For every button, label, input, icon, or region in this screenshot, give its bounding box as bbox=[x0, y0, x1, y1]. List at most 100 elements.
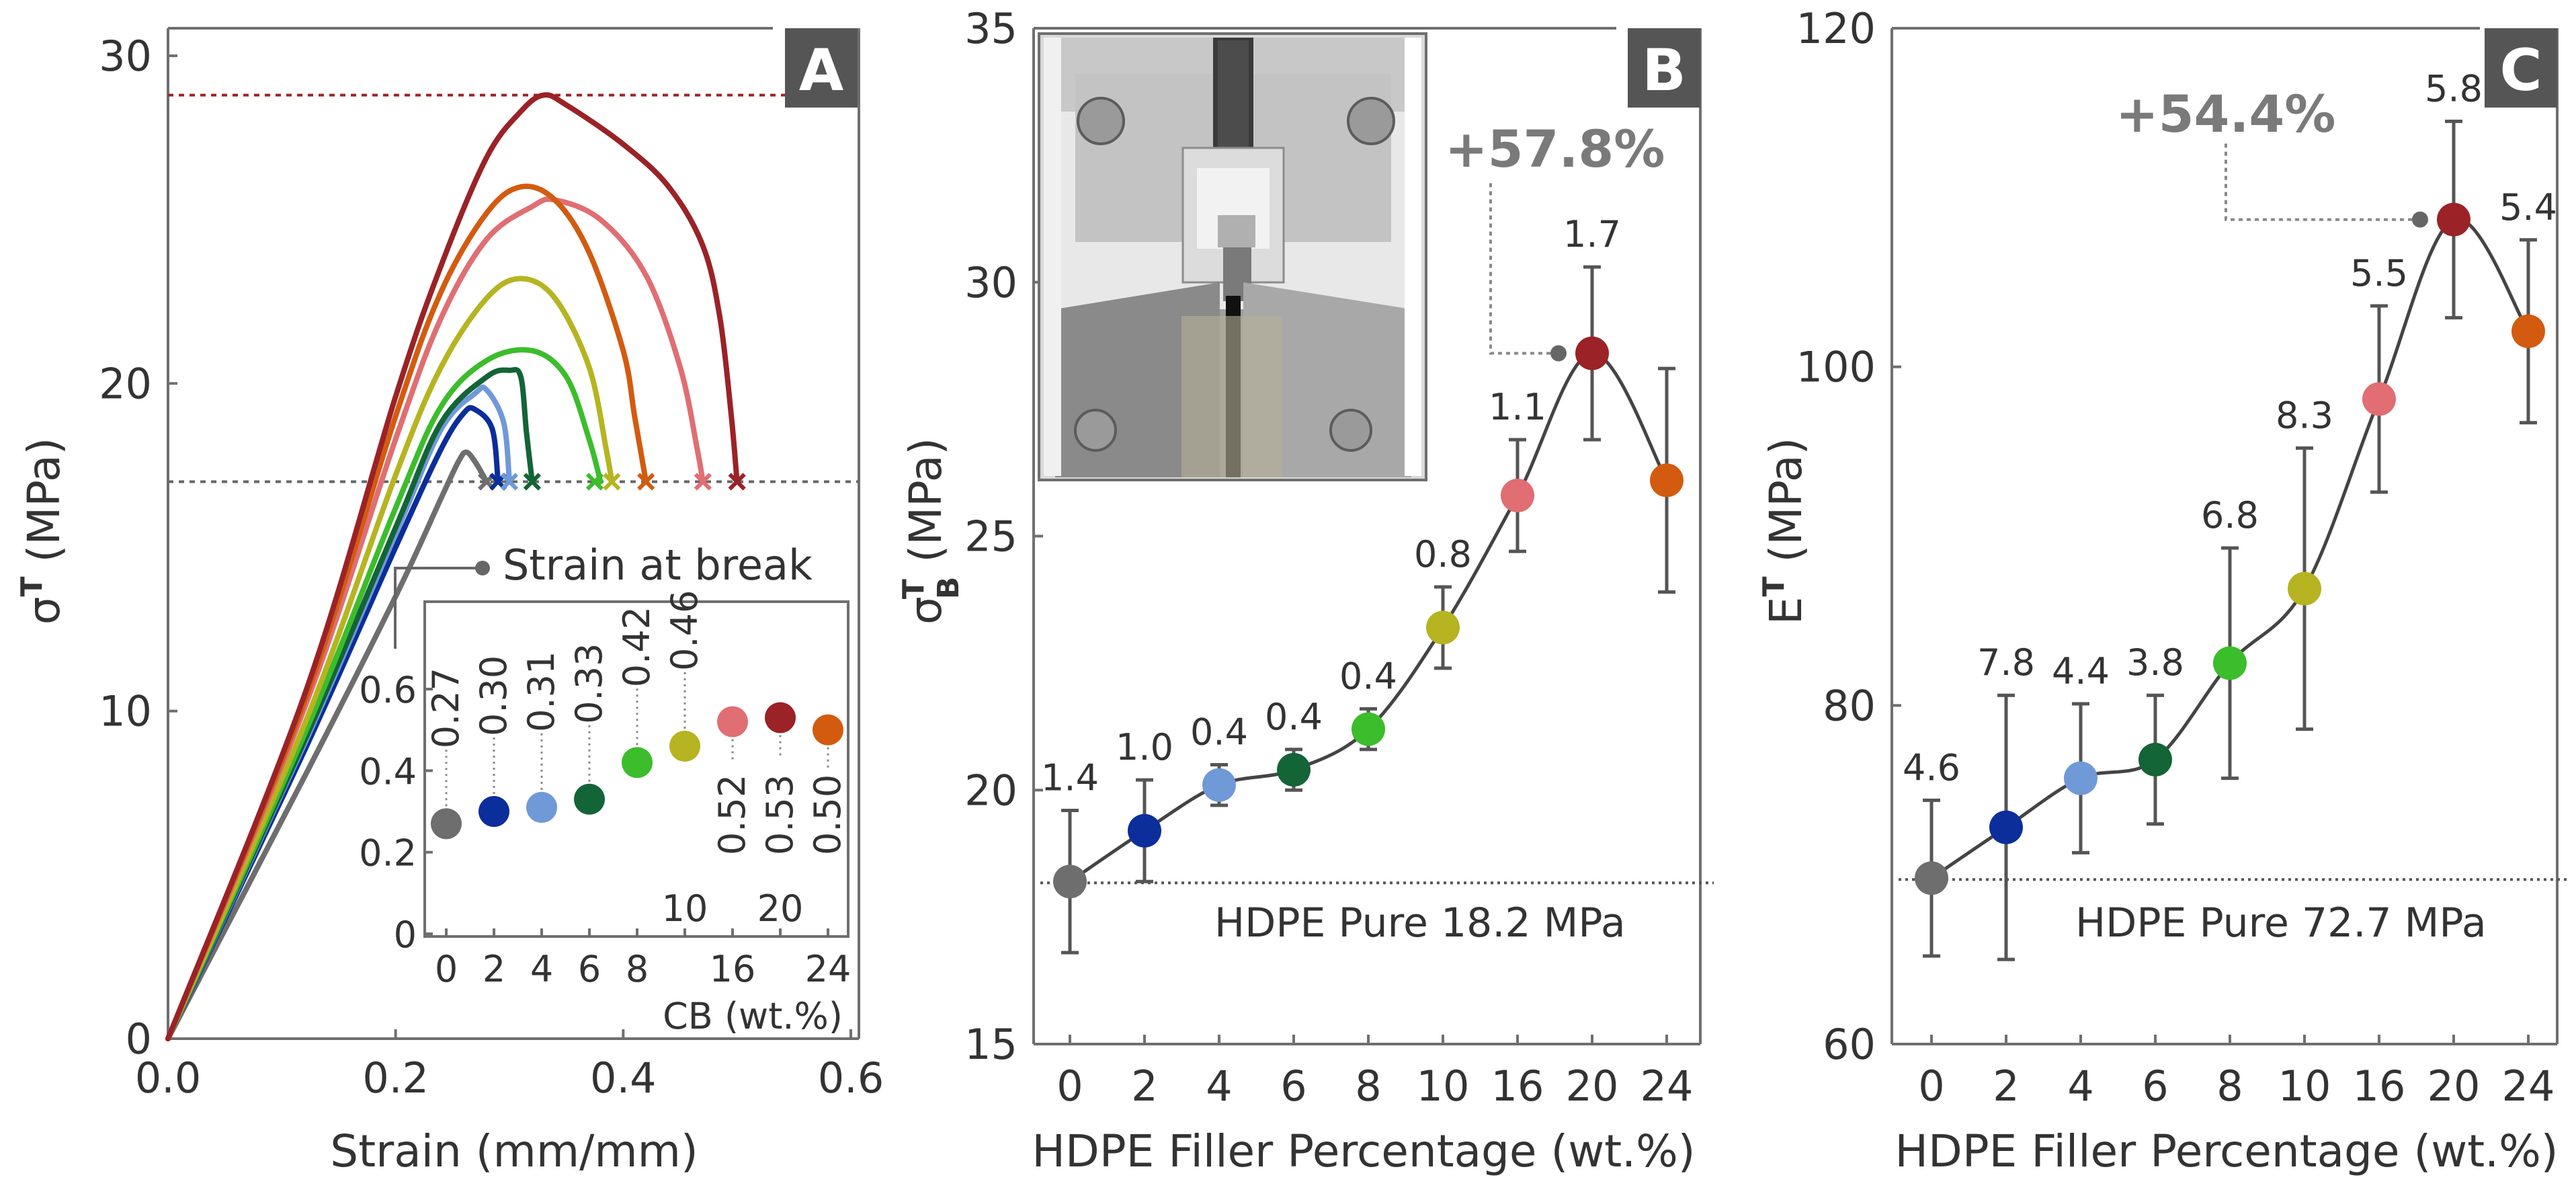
inset-value-text-0: 0.27 bbox=[425, 668, 467, 748]
panel-b: σTB (MPa) HDPE Filler Percentage (wt.%) … bbox=[897, 4, 1714, 1177]
inset-value-label-0: 0.27 bbox=[425, 668, 467, 748]
inset-value-text-16: 0.52 bbox=[711, 774, 753, 855]
inset-value-label-16: 0.52 bbox=[711, 774, 753, 855]
panel-b-x-tick-label: 8 bbox=[1355, 1062, 1381, 1111]
panel-c-error-label-16: 5.5 bbox=[2350, 252, 2408, 294]
panel-c-point-2wt bbox=[1989, 810, 2023, 844]
panel-b-point-6wt bbox=[1277, 753, 1311, 787]
inset-point-24wt bbox=[813, 714, 843, 746]
panel-c-error-label-24: 5.4 bbox=[2499, 186, 2557, 229]
inset-x-tick-label: 0 bbox=[435, 948, 458, 990]
panel-c-x-axis-title: HDPE Filler Percentage (wt.%) bbox=[1895, 1125, 2558, 1177]
panel-b-y-axis-symbol: σ bbox=[900, 596, 952, 625]
stress-strain-curves bbox=[165, 92, 740, 1041]
inset-value-text-4: 0.31 bbox=[520, 651, 563, 732]
break-marker-24wt bbox=[637, 473, 655, 491]
panel-b-increase-dot bbox=[1550, 345, 1567, 362]
panel-b-increase-guide bbox=[1489, 180, 1550, 355]
inset-point-8wt bbox=[622, 747, 653, 779]
panel-c-tag-bg bbox=[2485, 28, 2557, 108]
panel-b-x-tick-label: 24 bbox=[1640, 1062, 1694, 1111]
svg-text:ET (MPa): ET (MPa) bbox=[1757, 438, 1812, 625]
inset-x-tick-label: 6 bbox=[578, 948, 601, 990]
panel-c-error-label-0: 4.6 bbox=[1903, 746, 1960, 789]
panel-c-error-label-2: 7.8 bbox=[1977, 641, 2035, 684]
panel-c-x-ticks: 0 2 4 6 8 10 16 20 24 bbox=[1918, 1035, 2554, 1111]
panel-c-point-24wt bbox=[2511, 314, 2545, 348]
panel-c-error-label-20: 5.8 bbox=[2425, 68, 2483, 110]
panel-c-error-labels: 4.6 7.8 4.4 3.8 6.8 8.3 5.5 5.8 5.4 bbox=[1903, 68, 2557, 789]
inset-value-text-2: 0.30 bbox=[472, 655, 515, 736]
panel-c-x-tick-label: 2 bbox=[1993, 1062, 2019, 1111]
panel-c-x-tick-label: 16 bbox=[2353, 1062, 2406, 1111]
panel-a-tag: A bbox=[799, 37, 844, 104]
strain-at-break-label: Strain at break bbox=[503, 541, 813, 590]
panel-c-increase-guide bbox=[2225, 141, 2412, 221]
panel-b-x-tick-label: 10 bbox=[1417, 1062, 1470, 1111]
inset-value-text-10: 0.46 bbox=[663, 590, 706, 671]
panel-b-x-ticks: 0 2 4 6 8 10 16 20 24 bbox=[1056, 1035, 1693, 1111]
panel-c-point-20wt bbox=[2437, 202, 2470, 237]
panel-b-y-axis-sup: T bbox=[897, 579, 931, 599]
strain-at-break-leader bbox=[394, 567, 483, 649]
panel-c-y-ticks: 60 80 100 120 bbox=[1796, 4, 1901, 1069]
panel-a-y-axis-symbol: σ bbox=[18, 596, 70, 625]
inset-x-tick-label: 24 bbox=[805, 948, 851, 990]
panel-c-point-4wt bbox=[2064, 761, 2097, 795]
stress-strain-curve-8wt bbox=[165, 347, 604, 1041]
panel-b-point-2wt bbox=[1128, 813, 1161, 848]
panel-b-y-axis-title: σTB (MPa) bbox=[897, 438, 966, 625]
panel-a-y-tick-label: 0 bbox=[126, 1014, 152, 1064]
inset-x-tick-label: 8 bbox=[626, 948, 649, 990]
svg-text:σTB (MPa): σTB (MPa) bbox=[897, 438, 966, 625]
inset-value-label-20: 0.53 bbox=[759, 774, 801, 855]
panel-c: ET (MPa) HDPE Filler Percentage (wt.%) 6… bbox=[1757, 4, 2571, 1177]
inset-y-tick-label: 0 bbox=[394, 914, 417, 956]
inset-points bbox=[431, 702, 843, 840]
panel-b-error-label-20: 1.7 bbox=[1563, 213, 1621, 255]
inset-point-2wt bbox=[479, 796, 509, 827]
panel-b-point-24wt bbox=[1650, 463, 1684, 497]
panel-a-x-tick-label: 0.2 bbox=[362, 1053, 429, 1103]
inset-y-tick-label: 0.2 bbox=[359, 832, 417, 875]
inset-point-6wt bbox=[574, 783, 605, 815]
break-marker-8wt bbox=[585, 473, 604, 491]
break-marker-10wt bbox=[603, 473, 621, 491]
panel-b-x-tick-label: 6 bbox=[1280, 1062, 1306, 1111]
panel-c-point-10wt bbox=[2288, 571, 2321, 606]
panel-c-x-tick-label: 10 bbox=[2278, 1062, 2331, 1111]
inset-x-axis-title: CB (wt.%) bbox=[663, 995, 843, 1037]
break-marker-6wt bbox=[523, 473, 541, 491]
panel-b-error-label-4: 0.4 bbox=[1190, 711, 1248, 753]
inset-y-tick-label: 0.6 bbox=[359, 669, 417, 711]
inset-x-tick-label: 2 bbox=[483, 948, 505, 990]
inset-value-text-8: 0.42 bbox=[616, 606, 658, 687]
panel-b-tag-bg bbox=[1628, 28, 1700, 108]
panel-b-error-label-2: 1.0 bbox=[1116, 726, 1173, 768]
inset-x-tick-label: 16 bbox=[710, 948, 756, 990]
inset-value-label-8: 0.42 bbox=[616, 606, 658, 687]
stress-strain-curve-0wt bbox=[165, 449, 490, 1041]
panel-c-y-axis-unit: (MPa) bbox=[1760, 438, 1812, 577]
inset-y-ticks: 0 0.2 0.4 0.6 bbox=[359, 669, 433, 956]
panel-a-y-tick-label: 10 bbox=[99, 687, 152, 736]
panel-b-x-tick-label: 20 bbox=[1566, 1062, 1619, 1111]
panel-c-y-axis-symbol: E bbox=[1760, 597, 1812, 625]
strain-at-break-dot bbox=[475, 561, 490, 575]
inset-point-0wt bbox=[431, 808, 462, 840]
inset-value-label-2: 0.30 bbox=[472, 655, 515, 736]
inset-y-tick-label: 0.4 bbox=[359, 750, 417, 793]
panel-c-error-label-6: 3.8 bbox=[2126, 641, 2184, 684]
inset-value-label-10: 0.46 bbox=[663, 590, 706, 671]
panel-c-y-tick-label: 80 bbox=[1823, 681, 1876, 730]
panel-a-y-ticks: 0 10 20 30 bbox=[99, 32, 177, 1064]
panel-b-y-tick-label: 15 bbox=[964, 1020, 1017, 1069]
panel-b-point-8wt bbox=[1352, 712, 1385, 746]
panel-b-error-label-8: 0.4 bbox=[1339, 655, 1397, 697]
panel-b-error-label-6: 0.4 bbox=[1265, 696, 1323, 738]
panel-b-error-labels: 1.4 1.0 0.4 0.4 0.4 0.8 1.1 1.7 bbox=[1041, 213, 1621, 799]
panel-a-x-tick-label: 0.4 bbox=[590, 1053, 657, 1103]
panel-c-error-label-4: 4.4 bbox=[2052, 650, 2110, 692]
panel-c-error-label-8: 6.8 bbox=[2201, 494, 2259, 536]
